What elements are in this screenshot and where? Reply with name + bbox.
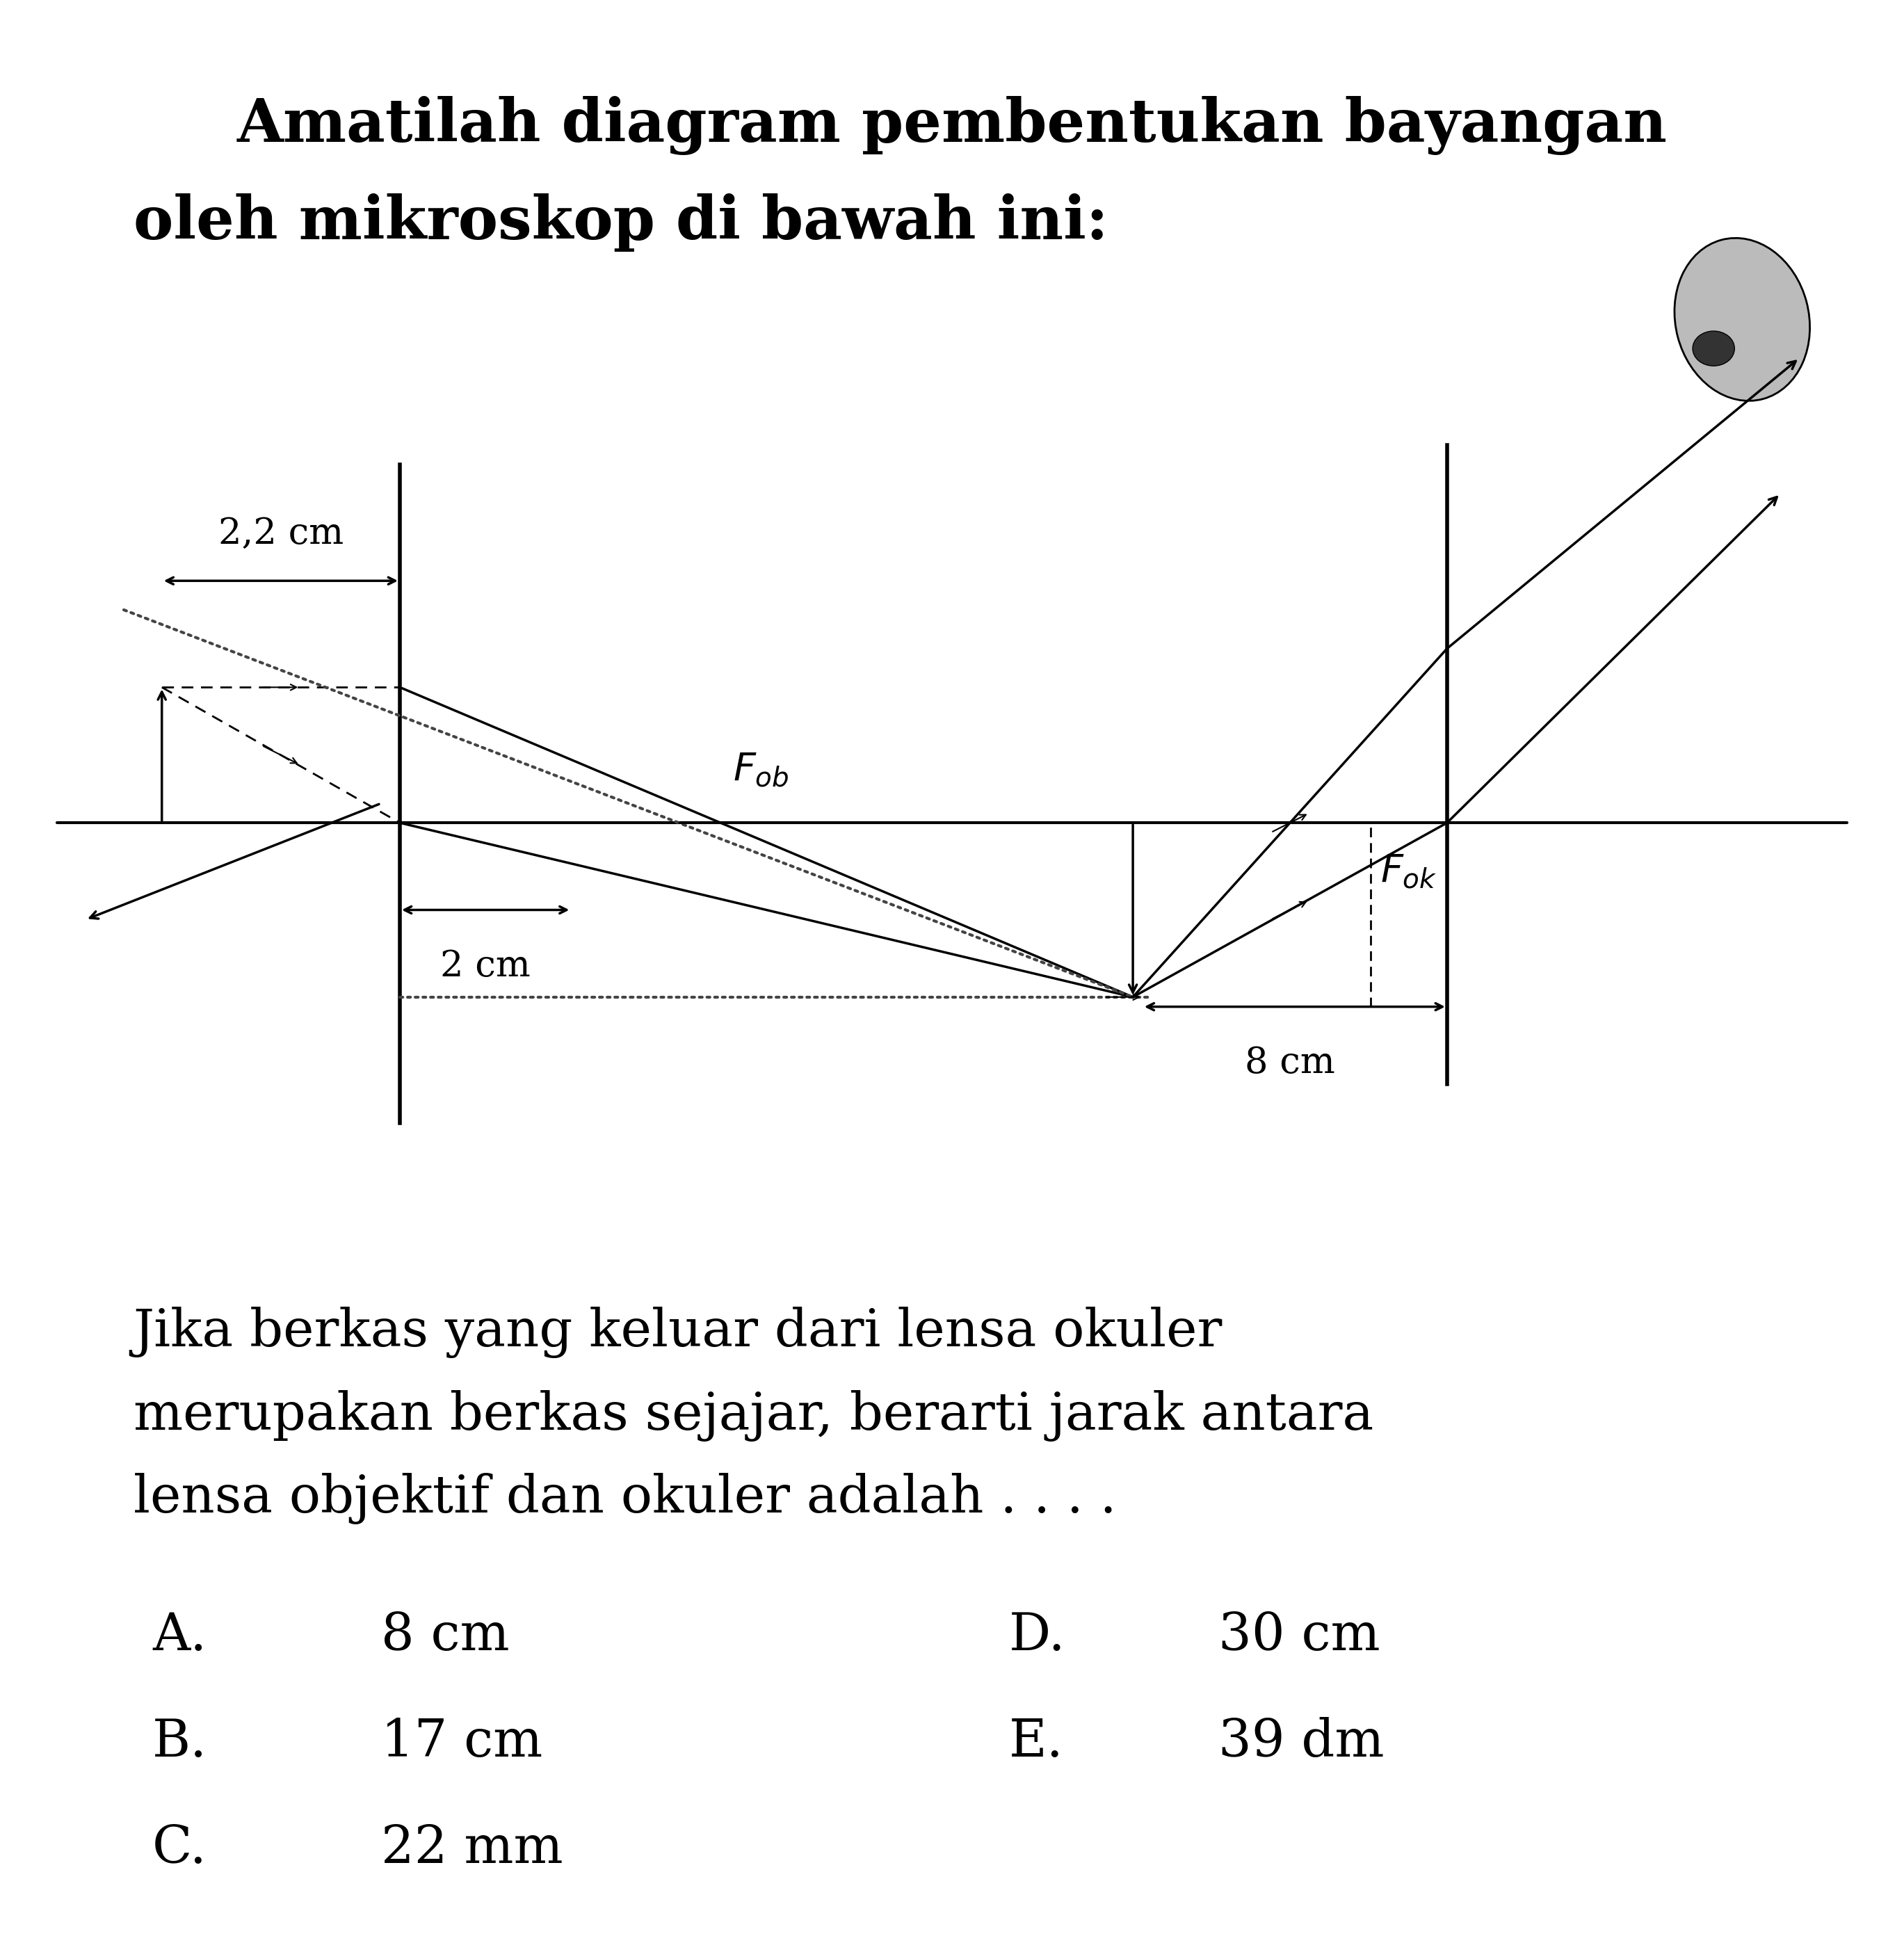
Text: B.: B. <box>152 1717 208 1768</box>
Text: 39 dm: 39 dm <box>1219 1717 1384 1768</box>
Text: 30 cm: 30 cm <box>1219 1611 1380 1661</box>
Text: C.: C. <box>152 1824 208 1874</box>
Text: 2,2 cm: 2,2 cm <box>219 517 343 552</box>
Text: oleh mikroskop di bawah ini:: oleh mikroskop di bawah ini: <box>133 194 1108 252</box>
Text: Amatilah diagram pembentukan bayangan: Amatilah diagram pembentukan bayangan <box>236 97 1668 155</box>
Text: 8 cm: 8 cm <box>381 1611 508 1661</box>
Text: 8 cm: 8 cm <box>1245 1045 1335 1080</box>
Text: A.: A. <box>152 1611 208 1661</box>
Text: E.: E. <box>1009 1717 1064 1768</box>
Text: 2 cm: 2 cm <box>440 949 531 983</box>
Ellipse shape <box>1693 331 1735 366</box>
Text: D.: D. <box>1009 1611 1066 1661</box>
Text: 17 cm: 17 cm <box>381 1717 543 1768</box>
Text: $F_{ob}$: $F_{ob}$ <box>733 749 788 788</box>
Text: Jika berkas yang keluar dari lensa okuler
merupakan berkas sejajar, berarti jara: Jika berkas yang keluar dari lensa okule… <box>133 1307 1373 1526</box>
Text: 22 mm: 22 mm <box>381 1824 564 1874</box>
Ellipse shape <box>1674 238 1811 401</box>
Text: $F_{ok}$: $F_{ok}$ <box>1380 852 1438 891</box>
